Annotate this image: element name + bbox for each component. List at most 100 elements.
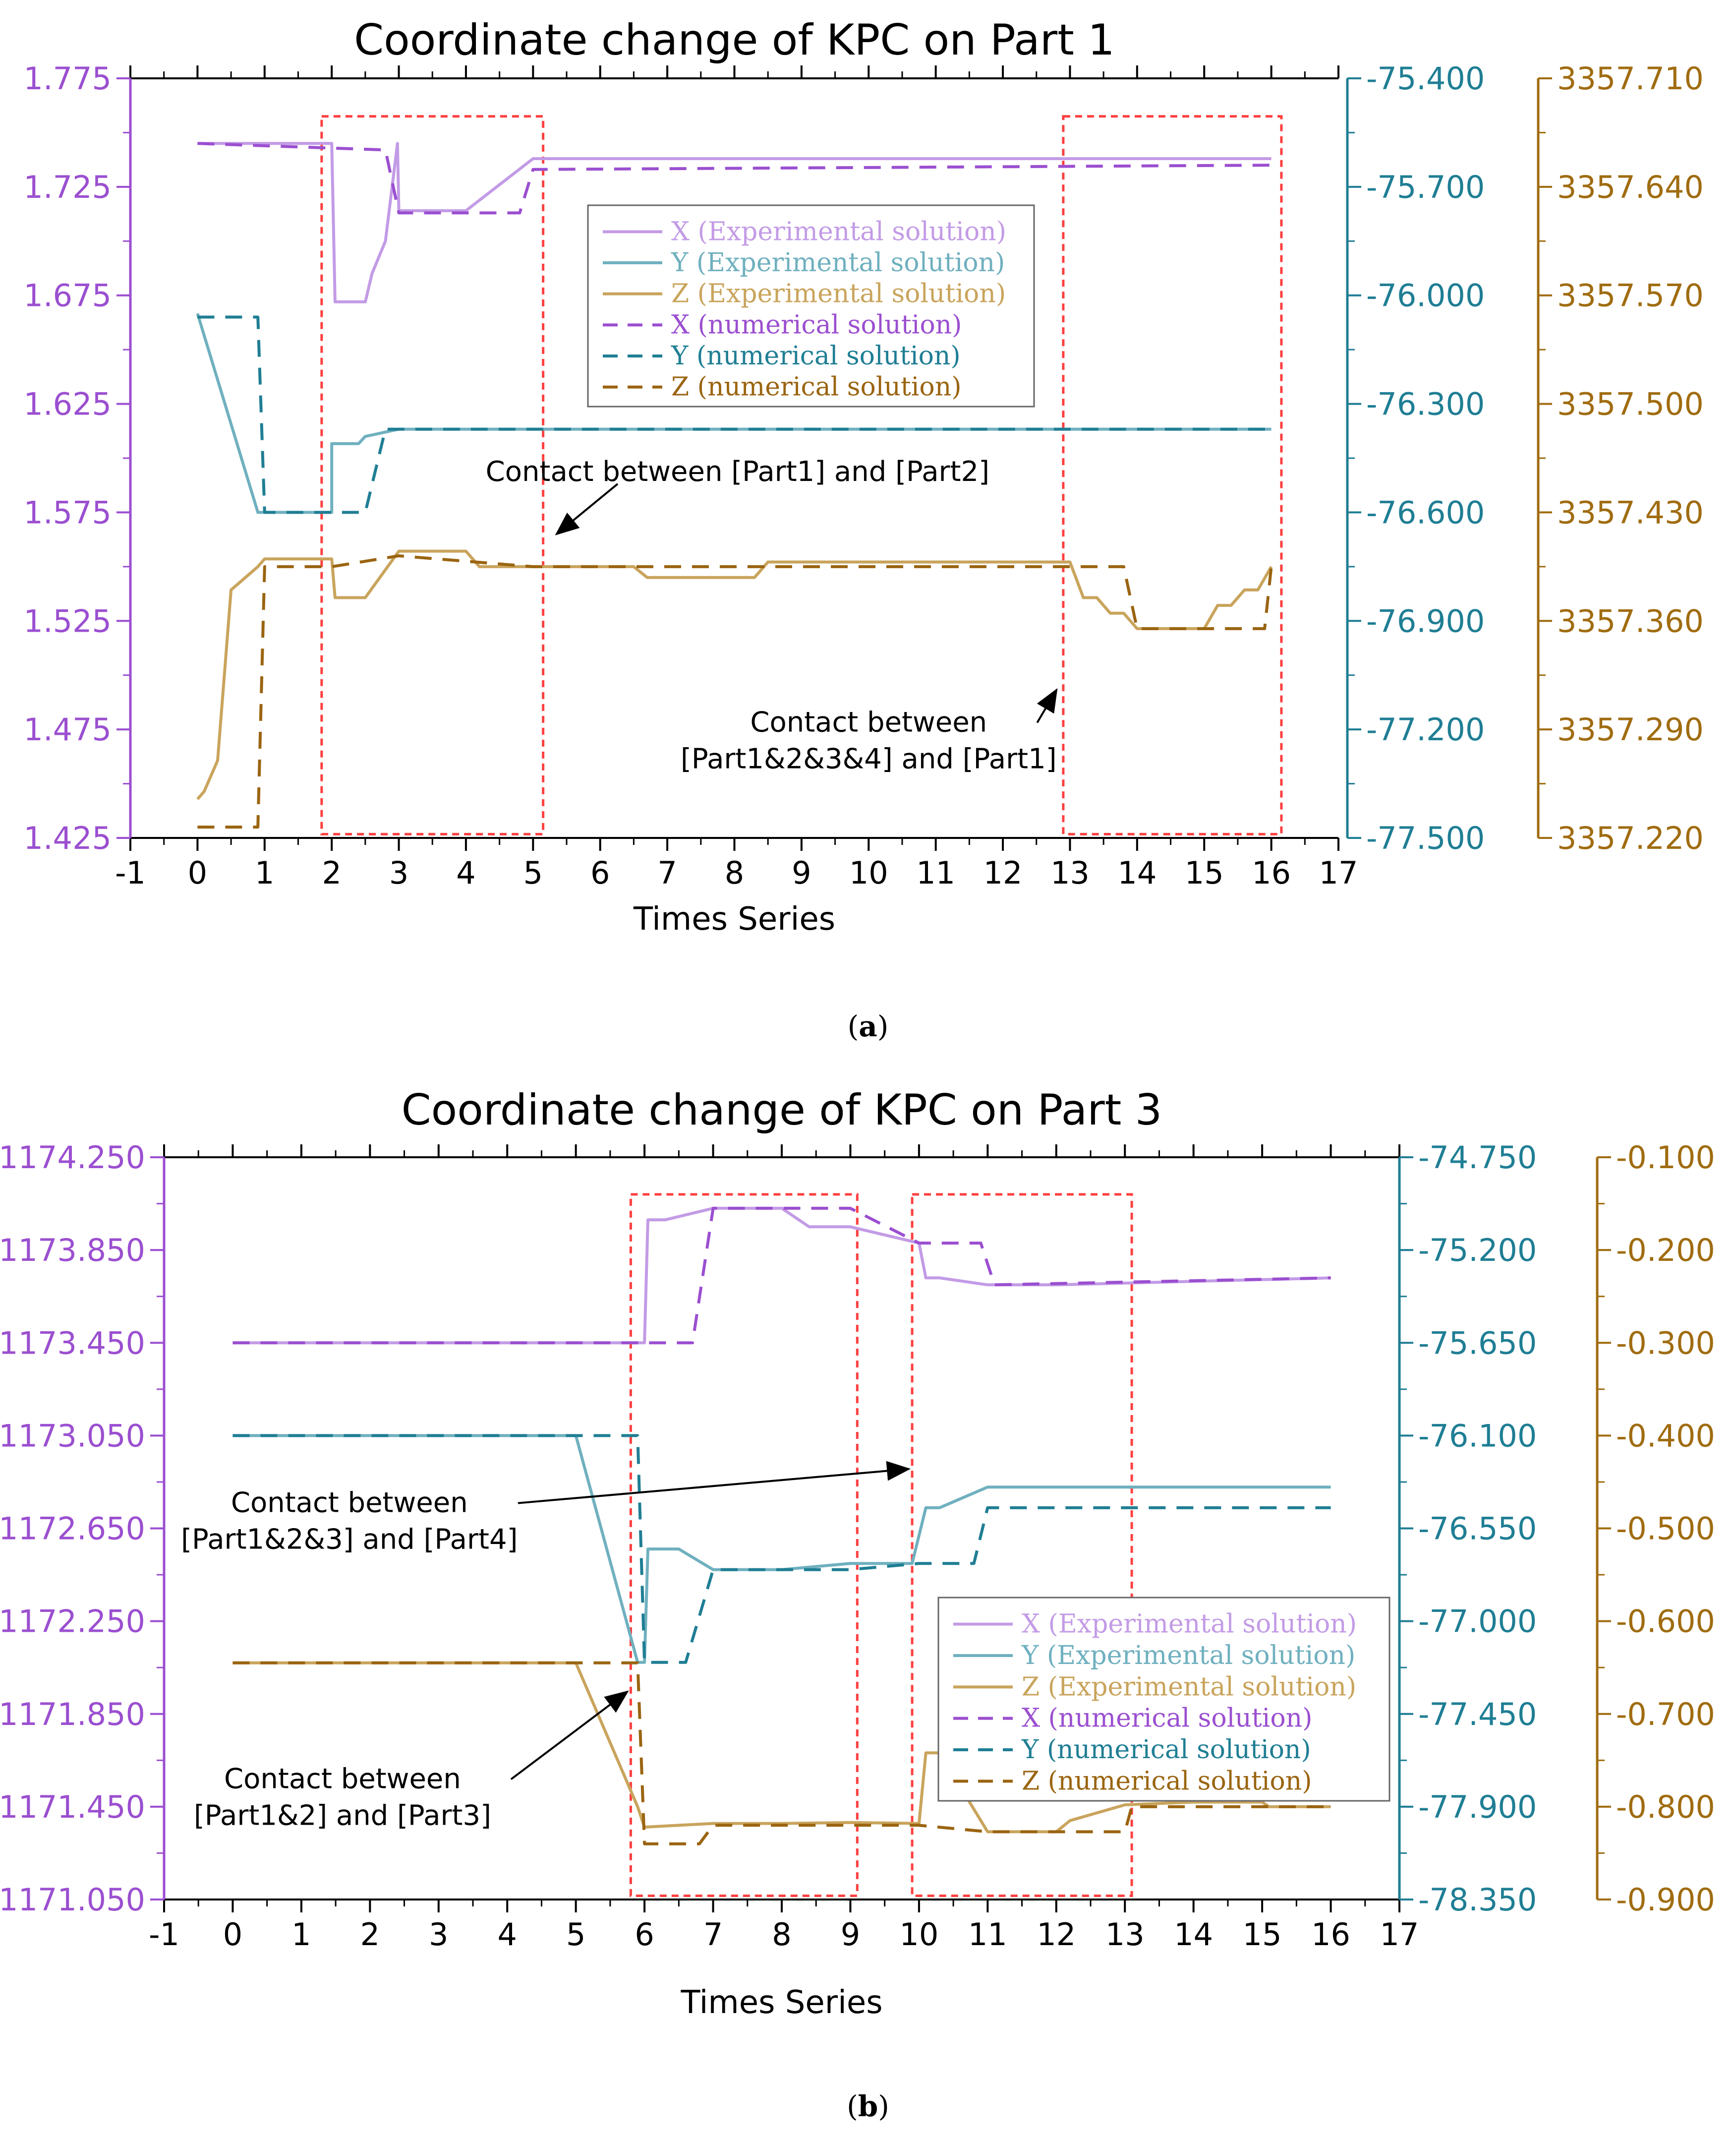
x-numerical-solution-line [232, 1206, 1331, 1345]
x-value-axis-tick-label: 1173.850 [0, 1232, 145, 1268]
y-experimental-solution-line [196, 313, 1272, 514]
y-value-axis-tick-label: -76.550 [1418, 1511, 1537, 1547]
y-numerical-solution-line [197, 315, 1272, 514]
y-value-axis-tick-label: -76.600 [1366, 494, 1485, 531]
annotation-arrow [1036, 688, 1058, 723]
legend-box [587, 204, 1035, 408]
x-value-axis-tick-label: 1.775 [24, 60, 112, 97]
z-value-axis-tick-label: 3357.640 [1557, 169, 1704, 205]
z-value-axis-tick-label: 3357.710 [1557, 60, 1704, 97]
x-tick-label: 6 [635, 1916, 654, 1953]
x-axis-label: Times Series [680, 1984, 882, 2021]
contact-region-box-1 [629, 1193, 859, 1898]
x-value-axis-tick-label: 1173.450 [0, 1325, 145, 1361]
annotation-text: Contact between [224, 1763, 461, 1795]
chart-part-3: Coordinate change of KPC on Part 3-1 0 1 2 3… [0, 1085, 1715, 2123]
x-tick-label: 4 [456, 855, 475, 891]
x-tick-label: 15 [1243, 1916, 1282, 1953]
x-value-axis-tick-label: 1.525 [24, 603, 112, 639]
x-value-axis-tick-label: 1173.050 [0, 1418, 145, 1454]
x-value-axis-tick-label: 1171.450 [0, 1789, 145, 1825]
z-experimental-solution-line [196, 549, 1273, 800]
z-value-axis-tick-label: -0.600 [1616, 1603, 1715, 1640]
x-axis-label: Times Series [633, 901, 835, 938]
x-tick-label: 7 [703, 1916, 723, 1953]
legend-label: Y (numerical solution) [671, 341, 961, 371]
legend-label: Y (Experimental solution) [671, 248, 1005, 278]
annotation-text: Contact between [231, 1487, 468, 1519]
legend-label: X (numerical solution) [671, 310, 962, 340]
x-tick-label: 1 [291, 1916, 311, 1953]
x-tick-label: 7 [657, 855, 677, 891]
y-value-axis-tick-label: -76.300 [1366, 386, 1485, 422]
x-value-axis-tick-label: 1.625 [24, 386, 112, 422]
annotation-text: [Part1&2&3&4] and [Part1] [681, 743, 1057, 775]
legend: X (Experimental solution)Y (Experimental… [937, 1597, 1390, 1802]
annotation-1: Contact between [Part1] and [Part2] [486, 456, 989, 535]
x-tick-label: 3 [429, 1916, 448, 1953]
x-tick-label: 10 [849, 855, 888, 891]
x-tick-label: 0 [188, 855, 207, 891]
legend-label: Y (Experimental solution) [1021, 1641, 1355, 1670]
legend-label: X (Experimental solution) [1022, 1609, 1357, 1639]
legend-label: Y (numerical solution) [1021, 1735, 1311, 1765]
x-tick-label: 14 [1117, 855, 1157, 891]
x-value-axis-tick-label: 1171.050 [0, 1882, 145, 1918]
z-value-axis-tick-label: -0.400 [1616, 1418, 1715, 1454]
z-numerical-solution-line [232, 1661, 1331, 1845]
chart-title: Coordinate change of KPC on Part 1 [354, 15, 1115, 65]
chart-part-1: Coordinate change of KPC on Part 1 -1 0 1 2 3… [24, 15, 1704, 1043]
x-tick-label: 13 [1105, 1916, 1145, 1953]
x-tick-label: 8 [772, 1916, 791, 1953]
x-tick-label: 0 [223, 1916, 242, 1953]
x-tick-label: 17 [1380, 1916, 1419, 1953]
y-value-axis-tick-label: -77.000 [1418, 1603, 1537, 1640]
x-tick-label: 14 [1174, 1916, 1213, 1953]
x-tick-label: 10 [899, 1916, 938, 1953]
contact-region-box-1 [320, 115, 545, 835]
x-tick-label: 12 [1037, 1916, 1076, 1953]
y-numerical-solution-line [232, 1434, 1331, 1664]
x-tick-label: 1 [255, 855, 274, 891]
legend-label: Z (Experimental solution) [1022, 1672, 1356, 1702]
annotation-arrow [518, 1461, 911, 1504]
x-tick-label: 15 [1185, 855, 1224, 891]
x-experimental-solution-line [232, 1206, 1331, 1345]
x-tick-label: 2 [322, 855, 341, 891]
z-value-axis-tick-label: -0.700 [1616, 1696, 1715, 1732]
figure-caption: (a) [848, 1009, 889, 1043]
z-value-axis-tick-label: 3357.290 [1557, 712, 1704, 748]
z-value-axis-tick-label: -0.500 [1616, 1511, 1715, 1547]
z-value-axis-tick-label: 3357.220 [1557, 820, 1704, 856]
annotation-text: Contact between [750, 707, 987, 739]
x-value-axis-tick-label: 1.575 [24, 494, 112, 531]
x-value-axis-tick-label: 1172.650 [0, 1511, 145, 1547]
x-tick-label: 11 [916, 855, 955, 891]
legend-label: Z (Experimental solution) [671, 279, 1006, 309]
x-tick-label: 9 [792, 855, 811, 891]
annotation-text: Contact between [Part1] and [Part2] [486, 456, 989, 488]
x-tick-label: 13 [1050, 855, 1090, 891]
annotation-text: [Part1&2] and [Part3] [194, 1799, 491, 1832]
y-value-axis-tick-label: -75.650 [1418, 1325, 1537, 1361]
x-value-axis-tick-label: 1174.250 [0, 1139, 145, 1176]
x-tick-label: -1 [115, 855, 146, 891]
y-value-axis-tick-label: -75.700 [1366, 169, 1485, 205]
y-value-axis-tick-label: -76.100 [1418, 1418, 1537, 1454]
x-value-axis-tick-label: 1.425 [24, 820, 112, 856]
x-value-axis-tick-label: 1172.250 [0, 1603, 145, 1640]
y-value-axis-tick-label: -78.350 [1418, 1882, 1537, 1918]
x-experimental-solution-line [197, 142, 1272, 303]
z-value-axis-tick-label: 3357.500 [1557, 386, 1704, 422]
y-value-axis-tick-label: -76.000 [1366, 278, 1485, 314]
x-tick-label: 4 [497, 1916, 517, 1953]
annotation-2: Contact between [Part1&2] and [Part3] [194, 1690, 629, 1832]
legend: X (Experimental solution)Y (Experimental… [587, 204, 1035, 408]
x-tick-label: 6 [590, 855, 610, 891]
x-tick-label: 8 [725, 855, 744, 891]
legend-label: Z (numerical solution) [671, 372, 962, 402]
z-numerical-solution-line [197, 554, 1273, 829]
y-value-axis-tick-label: -77.200 [1366, 712, 1485, 748]
y-value-axis-tick-label: -75.400 [1366, 60, 1485, 97]
x-value-axis-tick-label: 1.725 [24, 169, 112, 205]
